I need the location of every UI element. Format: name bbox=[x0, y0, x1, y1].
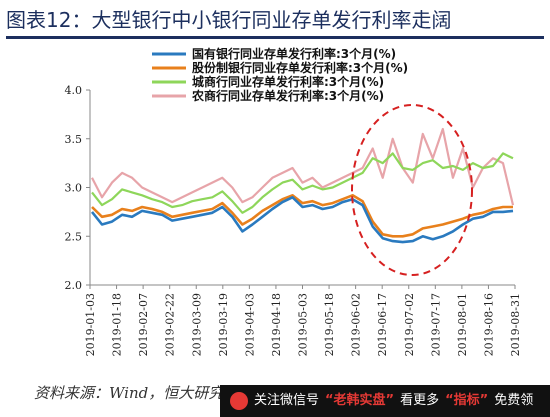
series-line-0 bbox=[90, 196, 514, 244]
x-tick-label: 2019-03-09 bbox=[190, 293, 203, 356]
chart-area: 2.0 2.5 3.0 3.5 4.0 2019-01-03 2019-01-18 2019-… bbox=[65, 46, 523, 356]
series-line-2 bbox=[91, 152, 514, 214]
x-tick-label: 2019-03-19 bbox=[217, 293, 230, 356]
watermark-text-3: 看更多 bbox=[400, 393, 440, 408]
watermark-banner: 关注微信号 “老韩实盘” 看更多 “指标” 免费领 bbox=[220, 385, 550, 417]
series-line-1 bbox=[91, 194, 513, 238]
y-tick-label: 3.0 bbox=[65, 182, 83, 195]
wechat-icon bbox=[230, 392, 248, 410]
legend-label-1: 股份制银行同业存单发行利率:3个月(%) bbox=[192, 60, 408, 75]
highlight-ellipse bbox=[351, 104, 473, 276]
y-tick-label: 2.5 bbox=[65, 230, 83, 243]
legend-label-2: 城商行同业存单发行利率:3个月(%) bbox=[192, 74, 384, 89]
watermark-text-4: “指标” bbox=[445, 393, 489, 408]
x-tick-label: 2019-05-18 bbox=[323, 293, 336, 356]
series-lines bbox=[90, 127, 515, 244]
watermark-text-2: “老韩实盘” bbox=[325, 393, 395, 408]
x-tick-label: 2019-07-17 bbox=[429, 293, 442, 356]
y-tick-label: 4.0 bbox=[65, 84, 83, 97]
x-tick-label: 2019-04-18 bbox=[270, 293, 283, 356]
x-tick-label: 2019-05-03 bbox=[297, 293, 310, 356]
x-tick-label: 2019-02-07 bbox=[137, 293, 150, 356]
y-tick-label: 2.0 bbox=[65, 279, 83, 292]
x-tick-label: 2019-06-02 bbox=[350, 293, 363, 356]
chart-title: 图表12：大型银行中小银行同业存单发行利率走阔 bbox=[6, 4, 544, 39]
x-tick-label: 2019-08-01 bbox=[456, 293, 469, 356]
x-tick-label: 2019-01-03 bbox=[84, 293, 97, 356]
x-tick-label: 2019-08-31 bbox=[509, 293, 522, 356]
y-tick-label: 3.5 bbox=[65, 133, 83, 146]
x-tick-label: 2019-01-18 bbox=[111, 293, 124, 356]
watermark-text-1: 关注微信号 bbox=[254, 393, 320, 408]
x-tick-label: 2019-02-22 bbox=[164, 293, 177, 356]
watermark-text-5: 免费领 bbox=[494, 393, 534, 408]
x-tick-label: 2019-07-02 bbox=[403, 293, 416, 356]
legend-label-0: 国有银行同业存单发行利率:3个月(%) bbox=[192, 46, 396, 61]
axes: 2.0 2.5 3.0 3.5 4.0 2019-01-03 2019-01-18 2019-… bbox=[65, 84, 523, 356]
legend-label-3: 农商行同业存单发行利率:3个月(%) bbox=[191, 88, 384, 103]
series-line-3 bbox=[91, 127, 515, 206]
x-tick-label: 2019-08-16 bbox=[482, 293, 495, 356]
x-tick-label: 2019-04-03 bbox=[243, 293, 256, 356]
source-note: 资料来源：Wind，恒大研究院 bbox=[34, 384, 239, 402]
legend: 国有银行同业存单发行利率:3个月(%)股份制银行同业存单发行利率:3个月(%)城… bbox=[152, 46, 408, 103]
x-tick-label: 2019-06-17 bbox=[376, 293, 389, 356]
